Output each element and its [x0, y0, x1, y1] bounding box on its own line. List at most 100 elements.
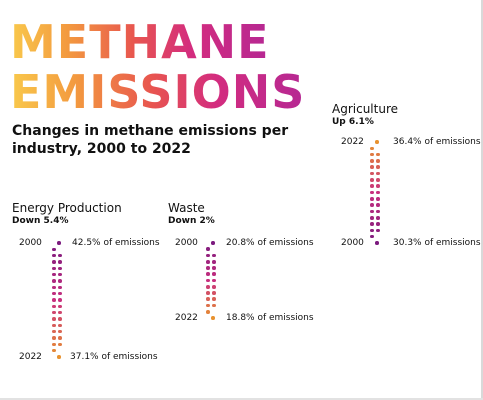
dot-agriculture-4-1 — [376, 165, 380, 170]
year-label-waste-2022: 2022 — [175, 313, 198, 323]
dot-agriculture-12-0 — [370, 215, 374, 220]
dot-energy-6-0 — [52, 279, 56, 283]
dot-energy-11-0 — [52, 310, 56, 315]
dot-energy-4-1 — [58, 266, 62, 271]
dot-agriculture-9-1 — [376, 197, 380, 201]
dot-energy-15-1 — [58, 336, 62, 340]
dot-waste-2-1 — [212, 253, 216, 258]
dot-waste-3-1 — [212, 259, 216, 264]
dot-waste-7-1 — [212, 284, 216, 289]
dot-waste-1-0 — [206, 247, 210, 252]
chart-subtitle: Changes in methane emissions per industr… — [12, 123, 289, 157]
year-label-agriculture-2000: 2000 — [341, 238, 364, 248]
dot-agriculture-2-1 — [376, 152, 380, 157]
dot-energy-9-1 — [58, 298, 62, 302]
dot-waste-9-1 — [212, 297, 216, 302]
share-label-waste-2000: 20.8% of emissions — [226, 238, 314, 248]
dot-agriculture-13-0 — [370, 222, 374, 226]
dot-waste-5-1 — [212, 272, 216, 277]
series-name-waste: Waste — [168, 201, 205, 215]
dot-energy-11-1 — [58, 310, 62, 315]
dot-waste-3-0 — [206, 259, 210, 264]
dot-agriculture-14-1 — [376, 228, 380, 233]
dot-energy-12-0 — [52, 317, 56, 321]
series-change-waste: Down 2% — [168, 216, 215, 226]
dot-agriculture-12-1 — [376, 215, 380, 220]
dot-energy-3-1 — [58, 260, 62, 264]
dot-energy-8-1 — [58, 291, 62, 296]
year-label-energy-2022: 2022 — [19, 352, 42, 362]
share-label-energy-2000: 42.5% of emissions — [72, 238, 160, 248]
dot-agriculture-11-0 — [370, 209, 374, 214]
dot-waste-5-0 — [206, 272, 210, 277]
dot-agriculture-14-0 — [370, 228, 374, 233]
dot-agriculture-11-1 — [376, 209, 380, 214]
dot-energy-12-1 — [58, 317, 62, 321]
dot-waste-8-1 — [212, 291, 216, 295]
dot-waste-12-0 — [211, 316, 215, 320]
title-line-2: EMISSIONS — [10, 65, 306, 119]
share-label-energy-2022: 37.1% of emissions — [70, 352, 158, 362]
panel-waste: Waste Down 2% — [168, 201, 215, 227]
share-label-waste-2022: 18.8% of emissions — [226, 313, 314, 323]
dot-energy-15-0 — [52, 336, 56, 340]
dot-energy-3-0 — [52, 260, 56, 264]
frame-right-edge — [481, 0, 483, 400]
dot-agriculture-10-1 — [376, 203, 380, 207]
dot-energy-7-0 — [52, 285, 56, 290]
dot-energy-13-0 — [52, 323, 56, 328]
title-line-1: METHANE — [10, 15, 270, 69]
dot-agriculture-8-0 — [370, 190, 374, 195]
panel-agriculture: Agriculture Up 6.1% — [332, 102, 398, 128]
series-name-agriculture: Agriculture — [332, 102, 398, 116]
dot-agriculture-6-0 — [370, 178, 374, 182]
year-label-waste-2000: 2000 — [175, 238, 198, 248]
dot-waste-6-1 — [212, 278, 216, 283]
dot-energy-17-0 — [52, 348, 56, 353]
dot-agriculture-13-1 — [376, 222, 380, 226]
dot-energy-4-0 — [52, 266, 56, 271]
dot-agriculture-2-0 — [370, 152, 374, 157]
dot-agriculture-15-0 — [370, 234, 374, 239]
dot-waste-4-1 — [212, 266, 216, 270]
dot-energy-18-0 — [57, 355, 61, 359]
dot-agriculture-16-0 — [375, 241, 379, 245]
series-change-energy: Down 5.4% — [12, 216, 69, 226]
dot-agriculture-5-0 — [370, 171, 374, 176]
dot-energy-13-1 — [58, 323, 62, 328]
year-label-agriculture-2022: 2022 — [341, 137, 364, 147]
dot-energy-16-1 — [58, 342, 62, 347]
dot-agriculture-8-1 — [376, 190, 380, 195]
dot-energy-14-1 — [58, 329, 62, 334]
dot-waste-6-0 — [206, 278, 210, 283]
dot-waste-2-0 — [206, 253, 210, 258]
dot-agriculture-7-0 — [370, 184, 374, 188]
dot-agriculture-9-0 — [370, 197, 374, 201]
dot-waste-9-0 — [206, 297, 210, 302]
dot-waste-8-0 — [206, 291, 210, 295]
dot-energy-16-0 — [52, 342, 56, 347]
dot-waste-0-0 — [211, 241, 215, 245]
dot-agriculture-6-1 — [376, 178, 380, 182]
dot-agriculture-0-0 — [375, 140, 379, 144]
series-name-energy: Energy Production — [12, 201, 122, 215]
share-label-agriculture-2022: 36.4% of emissions — [393, 137, 481, 147]
dot-energy-1-0 — [52, 247, 56, 252]
dot-energy-7-1 — [58, 285, 62, 290]
frame-bottom-edge — [0, 398, 483, 400]
dot-agriculture-4-0 — [370, 165, 374, 170]
dot-energy-0-0 — [57, 241, 61, 245]
dot-energy-10-1 — [58, 304, 62, 309]
dot-energy-8-0 — [52, 291, 56, 296]
share-label-agriculture-2000: 30.3% of emissions — [393, 238, 481, 248]
dot-waste-4-0 — [206, 266, 210, 270]
dot-energy-5-1 — [58, 272, 62, 277]
dot-energy-6-1 — [58, 279, 62, 283]
panel-energy-production: Energy Production Down 5.4% — [12, 201, 122, 227]
dot-energy-5-0 — [52, 272, 56, 277]
dot-agriculture-5-1 — [376, 171, 380, 176]
dot-energy-2-0 — [52, 253, 56, 258]
series-change-agriculture: Up 6.1% — [332, 117, 374, 127]
dot-waste-7-0 — [206, 284, 210, 289]
dot-agriculture-3-1 — [376, 159, 380, 163]
